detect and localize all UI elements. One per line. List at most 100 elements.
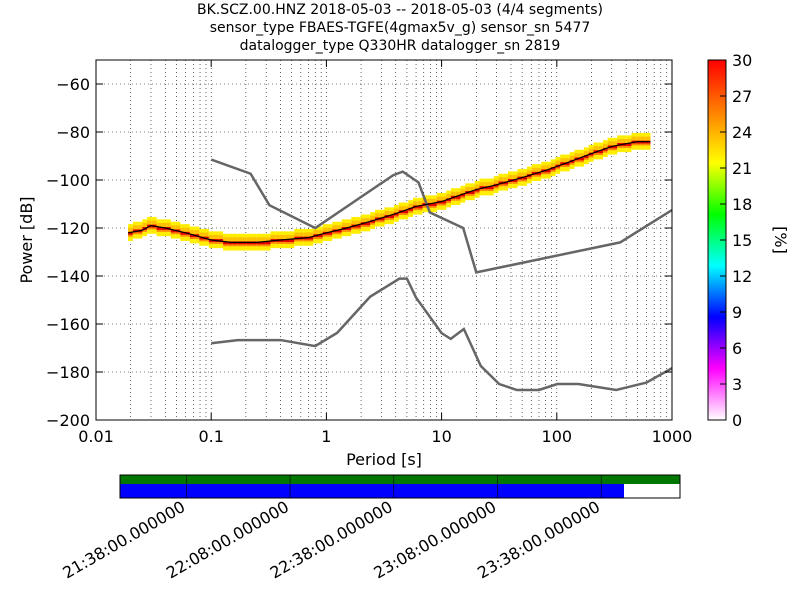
heatmap-cell: [612, 146, 618, 151]
heatmap-cell: [208, 234, 214, 240]
heatmap-cell: [337, 234, 342, 239]
heatmap-cell: [265, 233, 271, 240]
heatmap-cell: [583, 150, 589, 156]
heatmap-cell: [318, 235, 323, 240]
heatmap-cell: [294, 232, 300, 238]
y-tick-label: −140: [46, 267, 90, 286]
heatmap-cell: [550, 168, 556, 173]
heatmap-cell: [346, 228, 352, 233]
heatmap-cell: [564, 158, 570, 163]
heatmap-cell: [180, 227, 186, 233]
heatmap-cell: [602, 140, 608, 146]
heatmap-cell: [498, 186, 504, 191]
heatmap-cell: [170, 234, 176, 239]
colorbar-tick-label: 0: [732, 411, 742, 430]
heatmap-cell: [593, 146, 599, 151]
y-tick-label: −60: [56, 75, 90, 94]
heatmap-cell: [180, 231, 186, 235]
heatmap-cell: [451, 188, 456, 194]
heatmap-cell: [156, 228, 162, 233]
heatmap-cell: [636, 136, 641, 142]
heatmap-cell: [479, 187, 485, 192]
heatmap-cell: [299, 228, 304, 235]
heatmap-cell: [132, 234, 138, 239]
heatmap-cell: [394, 208, 399, 214]
x-axis-label: Period [s]: [346, 450, 422, 469]
heatmap-cell: [322, 224, 328, 230]
coverage-data-bar: [120, 484, 624, 498]
heatmap-cell: [161, 222, 167, 228]
heatmap-cell: [280, 243, 285, 249]
heatmap-cell: [522, 177, 527, 182]
heatmap-cell: [398, 206, 404, 211]
heatmap-cell: [175, 221, 181, 228]
heatmap-cell: [137, 225, 143, 231]
heatmap-cell: [626, 135, 632, 141]
heatmap-cell: [465, 186, 471, 192]
heatmap-cell: [541, 161, 546, 168]
heatmap-cell: [189, 226, 195, 232]
heatmap-cell: [507, 174, 513, 180]
heatmap-cell: [564, 162, 570, 166]
colorbar-tick-label: 12: [732, 267, 752, 286]
heatmap-cell: [204, 232, 209, 238]
heatmap-cell: [588, 153, 594, 158]
heatmap-cell: [451, 196, 456, 202]
x-tick-label: 1: [321, 427, 331, 446]
heatmap-cell: [602, 148, 608, 154]
heatmap-cell: [550, 159, 556, 165]
heatmap-cell: [432, 204, 437, 209]
heatmap-cell: [265, 241, 271, 245]
heatmap-cell: [375, 218, 380, 223]
heatmap-cell: [446, 199, 452, 204]
heatmap-cell: [185, 232, 190, 238]
heatmap-cell: [303, 228, 309, 235]
heatmap-cell: [455, 196, 461, 202]
heatmap-cell: [175, 225, 181, 231]
heatmap-cell: [612, 137, 618, 144]
heatmap-cell: [583, 147, 589, 153]
heatmap-cell: [332, 225, 338, 231]
heatmap-cell: [460, 185, 466, 192]
heatmap-cell: [199, 236, 205, 240]
heatmap-cell: [237, 242, 243, 247]
heatmap-cell: [289, 239, 295, 242]
heatmap-cell: [341, 231, 347, 237]
heatmap-cell: [308, 236, 314, 240]
heatmap-cell: [379, 213, 385, 219]
heatmap-cell: [351, 216, 357, 223]
heatmap-cell: [251, 233, 257, 240]
heatmap-cell: [289, 243, 295, 249]
heatmap-cell: [583, 159, 589, 165]
heatmap-cell: [451, 200, 456, 205]
heatmap-cell: [574, 158, 580, 163]
heatmap-cell: [484, 191, 489, 196]
heatmap-cell: [555, 156, 561, 163]
heatmap-cell: [170, 221, 176, 228]
heatmap-cell: [128, 224, 133, 230]
heatmap-cell: [223, 237, 228, 243]
heatmap-cell: [579, 162, 584, 167]
heatmap-cell: [322, 232, 328, 238]
heatmap-cell: [645, 136, 651, 142]
heatmap-cell: [607, 150, 613, 155]
heatmap-cell: [536, 167, 542, 173]
heatmap-cell: [137, 234, 143, 239]
heatmap-cell: [227, 237, 233, 243]
heatmap-cell: [474, 188, 480, 192]
heatmap-cell: [460, 189, 466, 195]
heatmap-cell: [189, 235, 195, 240]
heatmap-cell: [147, 225, 152, 230]
heatmap-cell: [261, 246, 266, 251]
heatmap-cell: [166, 219, 171, 225]
heatmap-cell: [156, 231, 162, 237]
heatmap-cell: [531, 171, 537, 175]
heatmap-cell: [555, 169, 561, 174]
heatmap-cell: [564, 163, 570, 168]
heatmap-cell: [280, 239, 285, 242]
heatmap-cell: [341, 219, 347, 225]
heatmap-cell: [593, 151, 599, 156]
heatmap-cell: [598, 155, 603, 160]
colorbar-tick-label: 30: [732, 51, 752, 70]
heatmap-cell: [432, 203, 437, 206]
